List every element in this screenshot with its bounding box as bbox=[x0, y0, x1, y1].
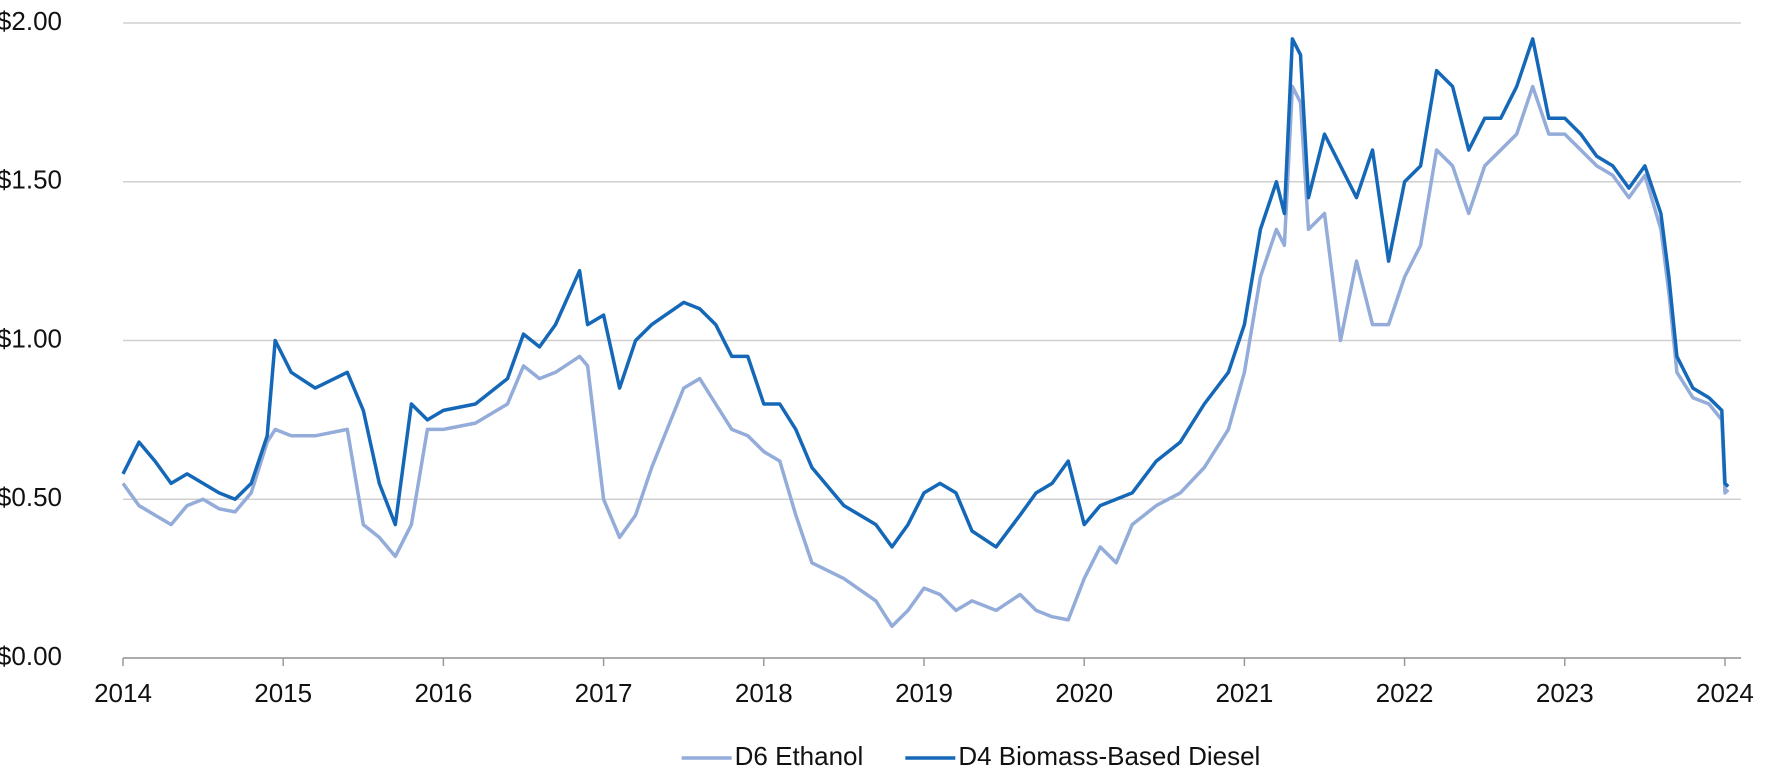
x-tick-label: 2023 bbox=[1536, 678, 1594, 708]
line-series bbox=[121, 37, 1730, 549]
y-tick-label: $0.00 bbox=[0, 641, 62, 671]
x-tick-label: 2022 bbox=[1376, 678, 1434, 708]
y-tick-label: $0.50 bbox=[0, 482, 62, 512]
x-tick-label: 2021 bbox=[1215, 678, 1273, 708]
x-tick-label: 2019 bbox=[895, 678, 953, 708]
legend-label: D4 Biomass-Based Diesel bbox=[958, 741, 1260, 771]
x-tick-label: 2014 bbox=[94, 678, 152, 708]
legend-label: D6 Ethanol bbox=[735, 741, 864, 771]
y-tick-label: $2.00 bbox=[0, 6, 62, 36]
line-series bbox=[121, 84, 1730, 629]
y-tick-label: $1.00 bbox=[0, 323, 62, 353]
x-tick-label: 2015 bbox=[254, 678, 312, 708]
y-tick-label: $1.50 bbox=[0, 165, 62, 195]
x-tick-label: 2016 bbox=[414, 678, 472, 708]
x-tick-label: 2024 bbox=[1696, 678, 1754, 708]
x-tick-label: 2018 bbox=[735, 678, 793, 708]
x-tick-label: 2020 bbox=[1055, 678, 1113, 708]
x-tick-label: 2017 bbox=[575, 678, 633, 708]
